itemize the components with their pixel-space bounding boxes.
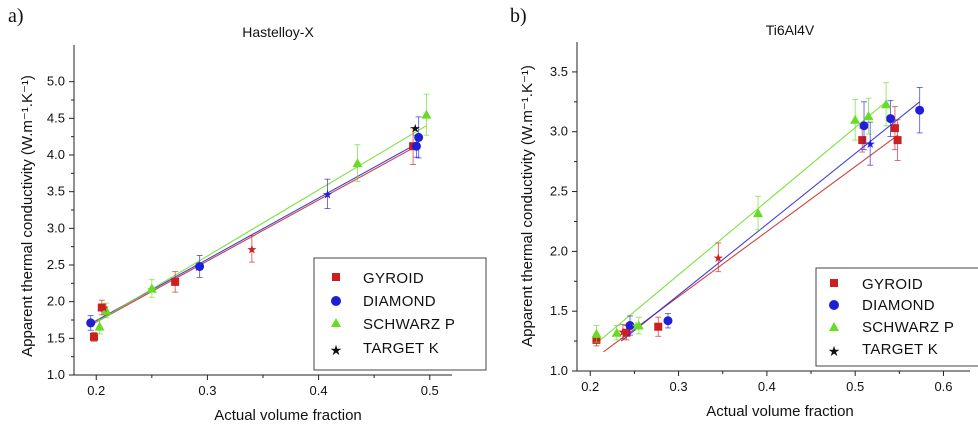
panel-a-ytick-label: 5.0 xyxy=(47,74,65,89)
panel-b-xtick-label: 0.3 xyxy=(670,379,688,394)
panel-a-point-diamond xyxy=(86,318,96,328)
panel-b-point-gyroid xyxy=(858,136,867,145)
legend-a-target-label: TARGET K xyxy=(363,340,439,357)
panel-a-point-schwarz-p xyxy=(101,305,112,315)
panel-a-point-target-k: ★ xyxy=(99,301,110,315)
legend-a-gyroid-marker xyxy=(332,273,340,281)
panel-b-point-gyroid xyxy=(654,322,663,331)
legend-b-diamond-label: DIAMOND xyxy=(862,297,935,314)
panel-b-xtick-label: 0.6 xyxy=(934,379,952,394)
panel-b-point-diamond xyxy=(886,114,896,124)
panel-a-point-target-k: ★ xyxy=(193,260,204,274)
panel-b-point-diamond xyxy=(663,316,673,326)
panel-a-point-target-k: ★ xyxy=(146,283,157,297)
legend-a-diamond-marker xyxy=(331,296,341,306)
panel-a-point-target-k: ★ xyxy=(410,121,421,135)
panel-a-label: a) xyxy=(8,5,24,27)
panel-b-ylabel: Apparent thermal conductivity (W.m⁻¹.K⁻¹… xyxy=(519,65,536,347)
panel-b-ytick-label: 1.5 xyxy=(550,303,568,318)
legend-a-gyroid-label: GYROID xyxy=(363,270,424,287)
panel-b-point-schwarz-p xyxy=(611,327,622,337)
panel-a-plot: 1.0 1.5 2.0 2.5 3.0 3.5 4.0 4.5 5.0 0.2 0.3 0.4 0.5 ★… xyxy=(47,45,452,398)
panel-b-ti6al4v: b) Ti6Al4V Apparent thermal conductivity… xyxy=(510,5,978,420)
legend-a-target-marker: ★ xyxy=(330,343,343,359)
panel-b-point-diamond xyxy=(859,121,869,131)
panel-a-xlabel: Actual volume fraction xyxy=(214,407,362,424)
panel-a-ytick-label: 4.0 xyxy=(47,147,65,162)
panel-b-point-diamond xyxy=(625,321,635,331)
panel-b-plot: 1.01.52.02.53.03.50.2 0.3 0.4 0.5 0.6★ ★★★ xyxy=(550,42,970,394)
legend-b-gyroid-marker xyxy=(830,279,838,287)
panel-a-point-schwarz-p xyxy=(421,109,432,119)
panel-b-xtick-label: 0.4 xyxy=(758,379,776,394)
panel-a-point-schwarz-p xyxy=(146,283,157,293)
panel-b-xtick-label: 0.5 xyxy=(846,379,864,394)
panel-a-hastelloy: a) Hastelloy-X Apparent thermal conducti… xyxy=(8,5,487,424)
panel-b-label: b) xyxy=(510,5,527,27)
legend-a-schwarz-marker xyxy=(331,318,341,327)
panel-a-point-schwarz-p xyxy=(94,321,105,331)
legend-b-schwarz-label: SCHWARZ P xyxy=(862,319,954,336)
panel-a-point-diamond xyxy=(411,141,421,151)
panel-b-ytick-label: 3.0 xyxy=(550,124,568,139)
panel-a-point-target-k: ★ xyxy=(322,187,333,201)
panel-b-point-schwarz-p xyxy=(633,320,644,330)
panel-b-legend: GYROID DIAMOND SCHWARZ P ★ TARGET K xyxy=(815,267,978,367)
panel-b-point-target-k: ★ xyxy=(865,137,876,151)
panel-b-point-gyroid xyxy=(893,136,902,145)
legend-b-schwarz-marker xyxy=(829,322,839,331)
panel-a-point-gyroid xyxy=(97,303,106,312)
panel-a-ytick-label: 2.0 xyxy=(47,294,65,309)
legend-b-target-marker: ★ xyxy=(828,344,841,360)
panel-a-point-schwarz-p xyxy=(352,158,363,168)
panel-b-ytick-label: 3.5 xyxy=(550,64,568,79)
panel-b-xtick-label: 0.2 xyxy=(581,379,599,394)
panel-b-fit-schwarz-p xyxy=(598,101,887,342)
legend-a-diamond-label: DIAMOND xyxy=(363,293,436,310)
panel-b-point-schwarz-p xyxy=(881,99,892,109)
panel-a-legend-box xyxy=(313,257,487,371)
panel-a-ytick-label: 2.5 xyxy=(47,257,65,272)
legend-b-diamond-marker xyxy=(829,300,839,310)
legend-a-schwarz-label: SCHWARZ P xyxy=(363,316,455,333)
panel-a-point-diamond xyxy=(195,261,205,271)
panel-b-point-gyroid xyxy=(890,124,899,133)
panel-b-title: Ti6Al4V xyxy=(766,22,815,38)
panel-b-legend-box xyxy=(815,267,978,367)
panel-a-title: Hastelloy-X xyxy=(242,24,314,40)
panel-a-xtick-label: 0.4 xyxy=(310,383,328,398)
legend-b-gyroid-label: GYROID xyxy=(862,276,923,293)
panel-a-ytick-label: 1.0 xyxy=(47,367,65,382)
panel-a-xtick-label: 0.2 xyxy=(87,383,105,398)
panel-a-xtick-label: 0.3 xyxy=(198,383,216,398)
panel-a-ytick-label: 4.5 xyxy=(47,110,65,125)
panel-a-point-target-k: ★ xyxy=(246,242,257,256)
panel-a-point-gyroid xyxy=(90,332,99,341)
panel-a-xtick-label: 0.5 xyxy=(421,383,439,398)
panel-a-legend: GYROID DIAMOND SCHWARZ P ★ TARGET K xyxy=(313,257,487,371)
panel-a-point-gyroid xyxy=(171,277,180,286)
panel-b-point-target-k: ★ xyxy=(618,325,629,339)
panel-a-ytick-label: 3.0 xyxy=(47,220,65,235)
panel-b-point-gyroid xyxy=(622,328,631,337)
legend-b-target-label: TARGET K xyxy=(862,341,938,358)
panel-b-point-schwarz-p xyxy=(753,208,764,218)
panel-b-point-schwarz-p xyxy=(863,111,874,121)
panel-b-point-target-k: ★ xyxy=(631,319,642,333)
panel-a-ytick-label: 3.5 xyxy=(47,184,65,199)
panel-b-point-schwarz-p xyxy=(591,328,602,338)
panel-b-ytick-label: 2.5 xyxy=(550,184,568,199)
panel-a-ytick-label: 1.5 xyxy=(47,330,65,345)
panel-a-point-diamond xyxy=(414,132,424,142)
panel-b-point-schwarz-p xyxy=(850,114,861,124)
panel-b-xlabel: Actual volume fraction xyxy=(706,403,854,420)
panel-a-ylabel: Apparent thermal conductivity (W.m⁻¹.K⁻¹… xyxy=(19,75,36,357)
panel-b-ytick-label: 2.0 xyxy=(550,243,568,258)
panel-b-ytick-label: 1.0 xyxy=(550,363,568,378)
panel-b-point-diamond xyxy=(915,105,925,115)
panel-b-point-target-k: ★ xyxy=(713,251,724,265)
